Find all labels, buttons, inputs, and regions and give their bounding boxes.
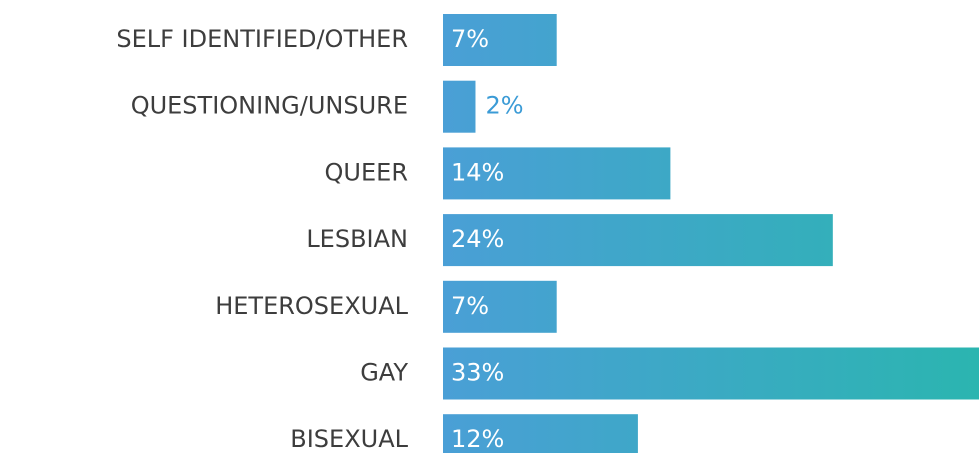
bar [443, 214, 833, 267]
value-label: 7% [451, 25, 489, 53]
category-label: HETEROSEXUAL [215, 292, 408, 320]
bar [443, 414, 638, 453]
bar [443, 14, 557, 66]
category-label: SELF IDENTIFIED/OTHER [116, 25, 408, 53]
value-label: 2% [485, 92, 523, 120]
bar [443, 347, 979, 400]
bar [443, 80, 476, 133]
value-label: 24% [451, 225, 504, 253]
category-label: GAY [360, 359, 408, 387]
category-label: LESBIAN [306, 225, 408, 253]
value-label: 12% [451, 425, 504, 453]
category-label: BISEXUAL [290, 425, 408, 453]
value-label: 33% [451, 359, 504, 387]
value-label: 14% [451, 158, 504, 186]
value-label: 7% [451, 292, 489, 320]
category-label: QUEER [325, 158, 408, 186]
bar [443, 147, 671, 200]
bar [443, 280, 557, 333]
category-label: QUESTIONING/UNSURE [131, 92, 408, 120]
